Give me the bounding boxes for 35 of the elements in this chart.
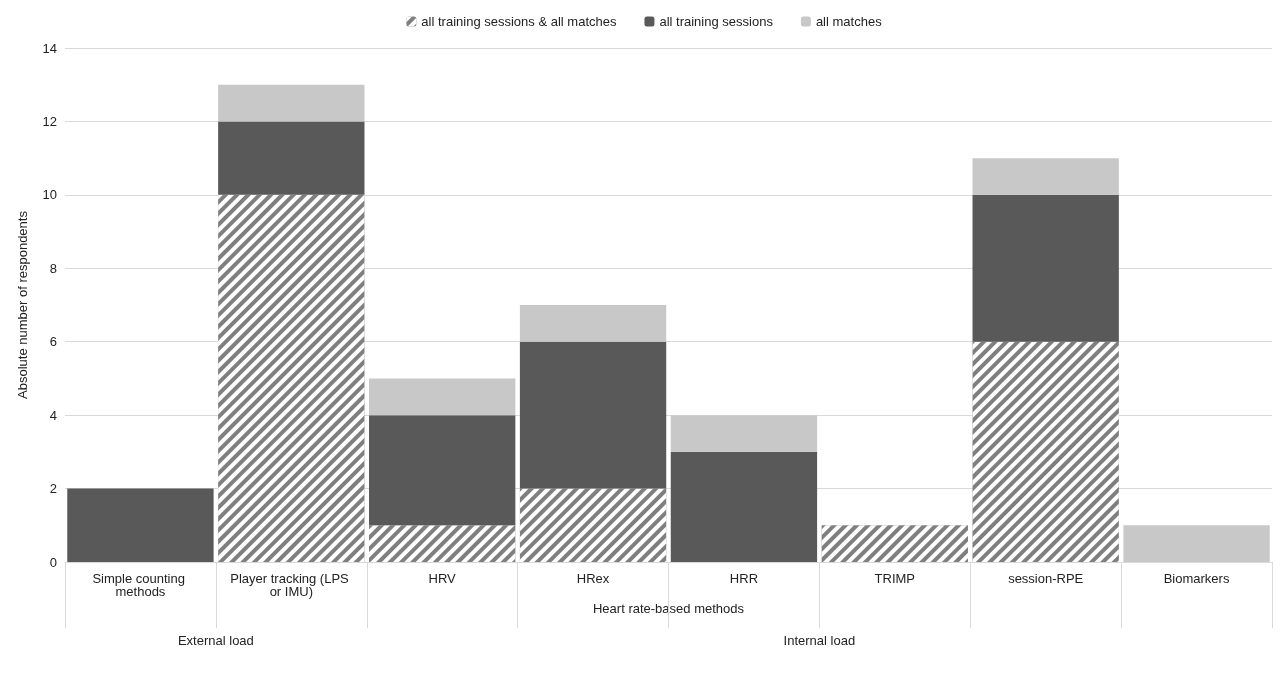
y-tick-label: 4 [49, 407, 57, 423]
bar [218, 121, 365, 195]
legend-label: all training sessions [659, 14, 774, 29]
x-tick-label: HRex [576, 571, 610, 586]
x-tick-label: HRV [428, 571, 457, 586]
legend-label: all training sessions & all matches [421, 14, 617, 29]
y-tick-label: 14 [42, 40, 57, 56]
bar [1123, 525, 1270, 562]
bar [519, 305, 667, 342]
y-tick-label: 10 [42, 187, 57, 203]
legend-label: all matches [815, 14, 883, 29]
x-tick-label: TRIMP [874, 571, 916, 586]
x-tick-label: session-RPE [1008, 571, 1084, 586]
x-tick-label: Player tracking (LPS or IMU) [230, 571, 353, 599]
text: Internal load [783, 633, 856, 648]
bar [369, 415, 516, 526]
bar [369, 378, 516, 416]
text: Heart rate-based methods [592, 601, 745, 616]
text: External load [177, 633, 254, 648]
bar [972, 158, 1119, 195]
bar [67, 488, 214, 562]
y-tick-label: 12 [42, 113, 57, 129]
y-axis-title: Absolute number of respondents [15, 210, 30, 399]
bar [670, 451, 818, 562]
bar [519, 341, 667, 489]
bar [218, 84, 365, 122]
bar [670, 415, 818, 452]
x-tick-label: HRR [729, 571, 759, 586]
bar [972, 194, 1119, 342]
y-tick-label: 8 [49, 260, 57, 276]
x-tick-label: Biomarkers [1163, 571, 1230, 586]
y-tick-label: 0 [49, 554, 57, 570]
x-tick-label: Simple counting methods [92, 571, 189, 599]
y-tick-label: 6 [49, 334, 57, 350]
y-tick-label: 2 [49, 481, 57, 497]
